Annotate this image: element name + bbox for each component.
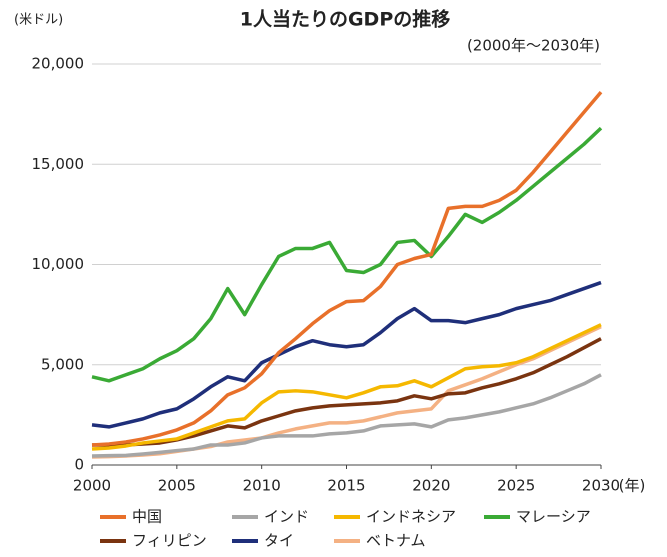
series-line <box>91 280 602 429</box>
series-line <box>91 373 602 458</box>
y-tick-label: 5,000 <box>41 355 84 373</box>
x-tick-label: 2005 <box>158 477 196 495</box>
y-tick-label: 10,000 <box>32 255 85 273</box>
x-tick-label: 2000 <box>73 477 111 495</box>
series-line <box>91 323 602 451</box>
legend-label: インドネシア <box>366 508 456 526</box>
y-tick-label: 20,000 <box>32 55 85 73</box>
series-line <box>91 126 603 383</box>
legend-label: インド <box>264 508 309 526</box>
legend-label: タイ <box>264 532 294 550</box>
y-tick-label: 0 <box>74 456 84 474</box>
y-tick-label: 15,000 <box>32 155 85 173</box>
legend-label: 中国 <box>132 508 162 526</box>
chart-title: 1人当たりのGDPの推移 <box>240 8 451 31</box>
x-tick-label: 2015 <box>327 477 365 495</box>
x-tick-label: 2010 <box>243 477 281 495</box>
x-axis-label: (年) <box>619 477 646 495</box>
x-tick-label: 2025 <box>497 477 535 495</box>
legend-label: ベトナム <box>366 532 426 550</box>
x-tick-label: 2030 <box>582 477 620 495</box>
y-axis-label: (米ドル) <box>14 13 63 28</box>
chart-subtitle: (2000年～2030年) <box>467 37 600 55</box>
legend-label: フィリピン <box>132 532 207 550</box>
series-line <box>91 90 603 447</box>
legend-label: マレーシア <box>516 508 591 526</box>
x-tick-label: 2020 <box>412 477 450 495</box>
